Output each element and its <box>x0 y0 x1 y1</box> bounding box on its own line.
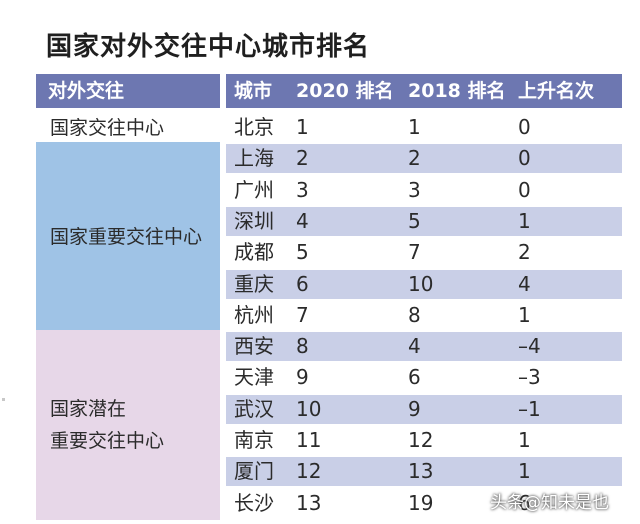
rank-2018-cell: 8 <box>408 302 421 327</box>
group-label: 国家交往中心 <box>50 116 165 139</box>
table-row: 重庆 6 10 4 <box>226 269 622 299</box>
city-cell: 杭州 <box>234 302 274 327</box>
table-row: 杭州 7 8 1 <box>226 301 622 330</box>
table-row: 北京 1 1 0 <box>226 113 622 142</box>
city-cell: 上海 <box>234 146 274 171</box>
table-row: 长沙 13 19 6 <box>226 489 622 518</box>
city-cell: 厦门 <box>234 459 274 484</box>
rank-2018-cell: 6 <box>408 365 421 390</box>
rank-2018-cell: 2 <box>408 146 421 171</box>
group-important-center: 国家重要交往中心 <box>36 142 220 332</box>
city-cell: 深圳 <box>234 208 274 233</box>
rank-2020-cell: 8 <box>296 334 309 359</box>
group-national-center: 国家交往中心 <box>36 113 220 142</box>
header-category: 对外交往 <box>48 80 125 102</box>
rank-2018-cell: 3 <box>408 177 421 202</box>
city-cell: 武汉 <box>234 396 274 421</box>
rank-2020-cell: 12 <box>296 459 322 484</box>
table-row: 天津 9 6 –3 <box>226 363 622 392</box>
header-city: 城市 <box>234 80 273 102</box>
header-rise: 上升名次 <box>518 80 595 102</box>
rank-2020-cell: 5 <box>296 240 309 265</box>
rank-2018-cell: 13 <box>408 459 434 484</box>
rank-2020-cell: 13 <box>296 490 322 515</box>
group-label: 国家重要交往中心 <box>50 226 203 249</box>
rise-cell: 1 <box>518 428 531 452</box>
rank-2020-cell: 11 <box>296 428 322 452</box>
city-cell: 广州 <box>234 177 274 202</box>
rank-2020-cell: 6 <box>296 271 309 296</box>
rank-2018-cell: 7 <box>408 240 421 265</box>
rise-cell: 0 <box>518 115 531 139</box>
rank-2018-cell: 1 <box>408 115 421 139</box>
rank-2020-cell: 1 <box>296 115 309 139</box>
rise-cell: 1 <box>518 302 531 327</box>
rank-2020-cell: 4 <box>296 208 309 233</box>
group-label-line-2: 重要交往中心 <box>50 429 165 452</box>
stray-mark <box>2 398 5 401</box>
rise-cell: 1 <box>518 459 531 484</box>
city-cell: 重庆 <box>234 271 274 296</box>
rank-2020-cell: 3 <box>296 177 309 202</box>
rise-cell: 6 <box>518 490 531 515</box>
city-cell: 成都 <box>234 240 274 265</box>
rise-cell: –4 <box>518 334 541 359</box>
table-row: 南京 11 12 1 <box>226 426 622 455</box>
rank-2018-cell: 4 <box>408 334 421 359</box>
rank-2018-cell: 12 <box>408 428 434 452</box>
rank-2018-cell: 19 <box>408 490 434 515</box>
watermark: 头条@知未是也 <box>490 493 609 513</box>
rank-2020-cell: 10 <box>296 396 322 421</box>
rise-cell: 0 <box>518 177 531 202</box>
city-cell: 长沙 <box>234 490 274 515</box>
city-cell: 北京 <box>234 115 274 139</box>
rise-cell: –1 <box>518 396 541 421</box>
table-row: 广州 3 3 0 <box>226 176 622 205</box>
table-row: 上海 2 2 0 <box>226 144 622 174</box>
table-row: 厦门 12 13 1 <box>226 457 622 487</box>
rise-cell: 0 <box>518 146 531 171</box>
rank-2018-cell: 5 <box>408 208 421 233</box>
city-cell: 西安 <box>234 334 274 359</box>
header-rank-2018: 2018 排名 <box>408 80 506 102</box>
city-cell: 天津 <box>234 365 274 390</box>
city-cell: 南京 <box>234 428 274 452</box>
header-rank-2020: 2020 排名 <box>296 80 394 102</box>
rank-2018-cell: 9 <box>408 396 421 421</box>
table-row: 武汉 10 9 –1 <box>226 394 622 424</box>
rise-cell: 2 <box>518 240 531 265</box>
rank-2020-cell: 2 <box>296 146 309 171</box>
table-row: 深圳 4 5 1 <box>226 206 622 236</box>
rise-cell: 4 <box>518 271 531 296</box>
table-row: 西安 8 4 –4 <box>226 332 622 362</box>
rise-cell: 1 <box>518 208 531 233</box>
page-title: 国家对外交往中心城市排名 <box>46 32 371 62</box>
header-divider <box>220 74 226 108</box>
rank-2018-cell: 10 <box>408 271 434 296</box>
rise-cell: –3 <box>518 365 541 390</box>
group-potential-center: 国家潜在 重要交往中心 <box>36 330 220 520</box>
group-label-line-1: 国家潜在 <box>50 397 127 420</box>
rank-2020-cell: 7 <box>296 302 309 327</box>
rank-2020-cell: 9 <box>296 365 309 390</box>
table-header: 对外交往 城市 2020 排名 2018 排名 上升名次 <box>36 74 622 108</box>
table-row: 成都 5 7 2 <box>226 238 622 267</box>
